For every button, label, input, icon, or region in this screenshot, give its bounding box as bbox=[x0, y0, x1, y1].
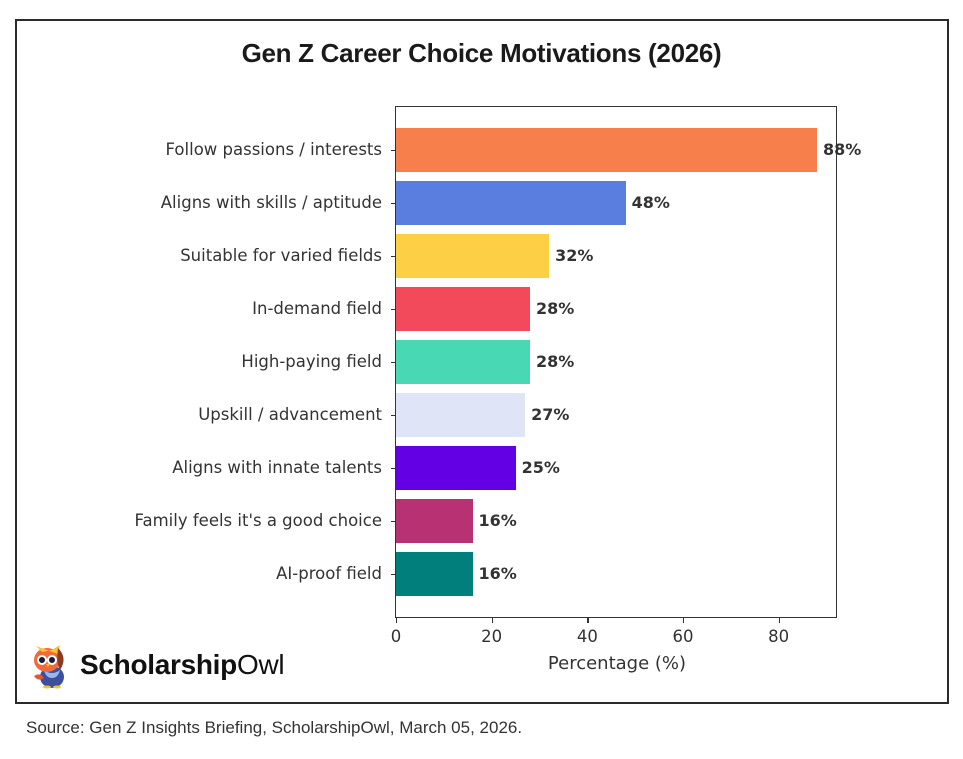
bar bbox=[396, 552, 473, 596]
bar-value-label: 25% bbox=[521, 458, 560, 477]
bar bbox=[396, 287, 530, 331]
plot-area bbox=[395, 106, 837, 618]
y-tick-label: Follow passions / interests bbox=[165, 140, 382, 159]
bar bbox=[396, 446, 516, 490]
bar-value-label: 28% bbox=[535, 299, 575, 318]
logo-text-bold: Scholarship bbox=[80, 649, 237, 680]
x-tick bbox=[778, 618, 780, 623]
bar bbox=[396, 499, 473, 543]
bar-value-label: 88% bbox=[822, 140, 862, 159]
y-tick bbox=[391, 309, 395, 311]
bar bbox=[396, 340, 530, 384]
y-tick bbox=[391, 150, 395, 152]
bar-value-label: 48% bbox=[631, 193, 670, 212]
chart-title: Gen Z Career Choice Motivations (2026) bbox=[241, 38, 722, 68]
y-tick bbox=[391, 574, 395, 576]
y-tick bbox=[391, 256, 395, 258]
y-tick bbox=[391, 362, 395, 364]
x-tick bbox=[683, 618, 685, 623]
y-tick-label: Aligns with skills / aptitude bbox=[160, 193, 382, 212]
x-tick bbox=[396, 618, 398, 623]
x-tick bbox=[587, 618, 589, 623]
x-tick-label: 80 bbox=[768, 627, 790, 646]
y-tick-label: High-paying field bbox=[241, 352, 382, 371]
owl-mascot-icon bbox=[34, 645, 64, 689]
y-tick-label: AI-proof field bbox=[276, 564, 382, 583]
x-tick-label: 40 bbox=[576, 627, 598, 646]
bar bbox=[396, 128, 817, 172]
y-tick bbox=[391, 415, 395, 417]
y-tick-label: In-demand field bbox=[252, 299, 382, 318]
source-caption: Source: Gen Z Insights Briefing, Scholar… bbox=[26, 718, 523, 737]
y-tick bbox=[391, 468, 395, 470]
bar-value-label: 32% bbox=[555, 246, 594, 265]
x-tick bbox=[491, 618, 493, 623]
x-tick-label: 20 bbox=[481, 627, 503, 646]
y-tick-label: Aligns with innate talents bbox=[172, 458, 382, 477]
bar-value-label: 28% bbox=[535, 352, 575, 371]
y-tick-label: Family feels it's a good choice bbox=[134, 511, 382, 530]
y-tick bbox=[391, 203, 395, 205]
logo-wordmark: ScholarshipOwl bbox=[80, 649, 285, 681]
bar-value-label: 16% bbox=[478, 511, 517, 530]
x-tick-label: 0 bbox=[390, 627, 402, 646]
bar-value-label: 16% bbox=[478, 564, 517, 583]
logo-text-light: Owl bbox=[236, 649, 285, 680]
y-tick-label: Suitable for varied fields bbox=[180, 246, 382, 265]
bar-value-label: 27% bbox=[531, 405, 570, 424]
y-tick bbox=[391, 521, 395, 523]
bar bbox=[396, 393, 526, 437]
bar bbox=[396, 234, 550, 278]
x-tick-label: 60 bbox=[672, 627, 694, 646]
bar bbox=[396, 181, 626, 225]
scholarshipowl-logo: ScholarshipOwl bbox=[30, 640, 285, 690]
x-axis-title: Percentage (%) bbox=[547, 653, 687, 674]
y-tick-label: Upskill / advancement bbox=[198, 405, 382, 424]
